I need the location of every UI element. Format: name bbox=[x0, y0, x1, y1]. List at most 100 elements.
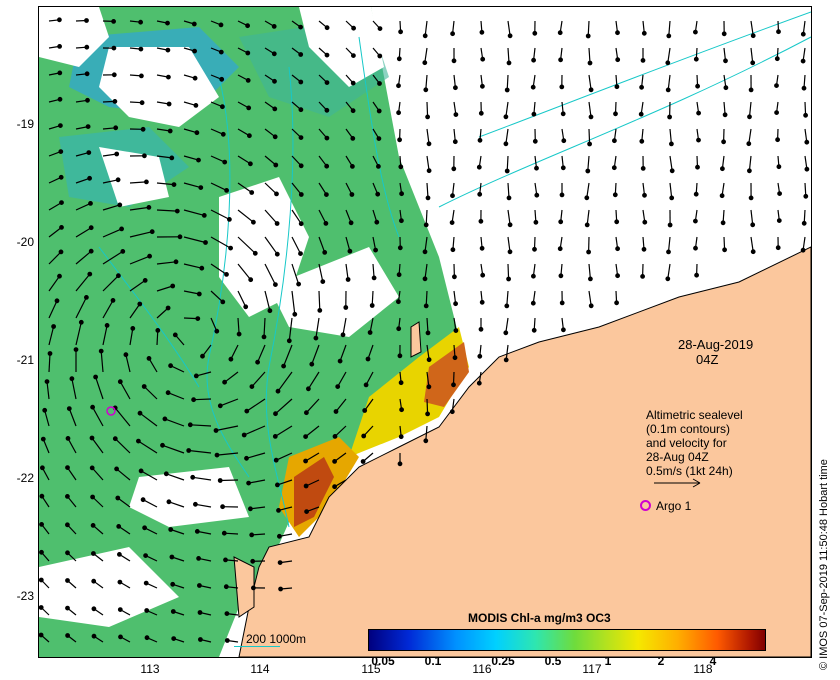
info-line: 0.5m/s (1kt 24h) bbox=[646, 464, 733, 478]
velocity-arrow bbox=[91, 437, 104, 454]
velocity-arrow bbox=[183, 263, 202, 269]
velocity-arrow-head bbox=[667, 114, 672, 120]
velocity-arrow-head bbox=[190, 474, 196, 480]
velocity-arrow bbox=[102, 325, 108, 346]
velocity-arrow bbox=[426, 155, 430, 171]
velocity-arrow bbox=[750, 20, 754, 36]
velocity-arrow-head bbox=[350, 80, 356, 86]
velocity-arrow-head bbox=[669, 141, 674, 147]
velocity-arrow bbox=[750, 209, 754, 225]
velocity-arrow-head bbox=[324, 107, 330, 113]
velocity-arrow-head bbox=[114, 151, 120, 157]
velocity-arrow bbox=[48, 275, 60, 292]
velocity-arrow-head bbox=[193, 373, 199, 379]
velocity-arrow-head bbox=[451, 382, 456, 388]
velocity-arrow-head bbox=[39, 549, 44, 555]
velocity-arrow bbox=[750, 236, 754, 252]
velocity-arrow-head bbox=[274, 482, 280, 488]
velocity-arrow-head bbox=[588, 303, 594, 309]
velocity-arrow-head bbox=[39, 577, 44, 583]
velocity-arrow-head bbox=[261, 334, 267, 340]
velocity-arrow-head bbox=[58, 149, 64, 155]
velocity-arrow-head bbox=[361, 433, 367, 439]
velocity-arrow bbox=[156, 155, 172, 159]
velocity-arrow bbox=[505, 101, 509, 117]
velocity-arrow bbox=[156, 285, 173, 292]
y-tick-label: -23 bbox=[16, 589, 34, 603]
velocity-arrow-head bbox=[561, 327, 566, 333]
velocity-arrow bbox=[505, 128, 509, 144]
velocity-arrow-head bbox=[115, 495, 121, 501]
velocity-arrow-head bbox=[423, 87, 429, 93]
velocity-arrow-head bbox=[91, 551, 96, 556]
velocity-arrow-head bbox=[298, 221, 304, 227]
velocity-arrow-head bbox=[98, 348, 104, 354]
velocity-arrow-head bbox=[144, 608, 150, 613]
velocity-arrow-head bbox=[218, 22, 224, 28]
velocity-arrow bbox=[506, 290, 509, 306]
velocity-arrow-head bbox=[332, 434, 338, 439]
velocity-arrow-head bbox=[376, 163, 381, 169]
velocity-arrow-head bbox=[777, 191, 782, 197]
velocity-arrow-head bbox=[422, 60, 428, 66]
velocity-arrow-head bbox=[89, 435, 95, 441]
velocity-arrow bbox=[129, 206, 149, 211]
velocity-arrow-head bbox=[187, 422, 193, 428]
velocity-arrow bbox=[246, 398, 266, 412]
velocity-arrow-head bbox=[396, 299, 401, 305]
velocity-arrow-head bbox=[333, 409, 339, 414]
velocity-arrow-head bbox=[530, 300, 536, 306]
map-frame[interactable] bbox=[38, 6, 812, 658]
velocity-arrow-head bbox=[776, 29, 781, 35]
x-tick-label: 116 bbox=[472, 662, 492, 676]
velocity-arrow bbox=[315, 317, 320, 339]
velocity-arrow bbox=[588, 128, 591, 145]
velocity-arrow bbox=[48, 251, 62, 265]
velocity-arrow-head bbox=[117, 579, 123, 585]
velocity-arrow-head bbox=[171, 636, 177, 641]
contour-legend-line bbox=[234, 646, 280, 647]
velocity-arrow-head bbox=[47, 351, 53, 356]
velocity-arrow-head bbox=[168, 527, 174, 532]
velocity-arrow-head bbox=[273, 411, 278, 417]
velocity-arrow-head bbox=[85, 97, 90, 103]
velocity-arrow-head bbox=[320, 279, 326, 285]
velocity-arrow-head bbox=[249, 532, 255, 538]
velocity-arrow-head bbox=[398, 434, 404, 440]
velocity-arrow bbox=[75, 227, 92, 238]
velocity-arrow-head bbox=[120, 248, 126, 254]
velocity-arrow-head bbox=[453, 112, 459, 117]
velocity-arrow-head bbox=[309, 361, 315, 367]
velocity-arrow-head bbox=[588, 87, 594, 93]
velocity-arrow bbox=[246, 452, 266, 459]
velocity-arrow-head bbox=[399, 407, 405, 413]
velocity-arrow bbox=[119, 381, 131, 400]
velocity-arrow-head bbox=[57, 273, 62, 279]
velocity-arrow-head bbox=[426, 384, 432, 390]
velocity-arrow-head bbox=[218, 49, 224, 55]
velocity-arrow-head bbox=[272, 106, 278, 112]
map-canvas[interactable] bbox=[39, 7, 811, 657]
velocity-arrow-head bbox=[531, 57, 537, 63]
y-tick-label: -22 bbox=[16, 471, 34, 485]
velocity-arrow-head bbox=[669, 168, 675, 174]
velocity-arrow-head bbox=[504, 87, 510, 93]
velocity-arrow-head bbox=[426, 357, 432, 363]
velocity-arrow-head bbox=[531, 273, 536, 279]
velocity-arrow-head bbox=[160, 442, 165, 448]
velocity-arrow bbox=[167, 392, 185, 400]
velocity-arrow-head bbox=[274, 191, 279, 197]
velocity-arrow-head bbox=[696, 110, 701, 116]
velocity-arrow-head bbox=[641, 30, 647, 36]
velocity-arrow bbox=[220, 479, 239, 482]
velocity-arrow bbox=[237, 290, 247, 308]
velocity-arrow-head bbox=[534, 165, 539, 171]
velocity-arrow-head bbox=[163, 471, 169, 477]
velocity-arrow-head bbox=[584, 195, 590, 201]
velocity-arrow-head bbox=[113, 125, 119, 131]
velocity-arrow-head bbox=[277, 560, 283, 565]
velocity-arrow-head bbox=[281, 363, 287, 369]
velocity-arrow bbox=[46, 381, 50, 400]
velocity-arrow-head bbox=[696, 137, 701, 143]
velocity-arrow-head bbox=[117, 379, 123, 385]
